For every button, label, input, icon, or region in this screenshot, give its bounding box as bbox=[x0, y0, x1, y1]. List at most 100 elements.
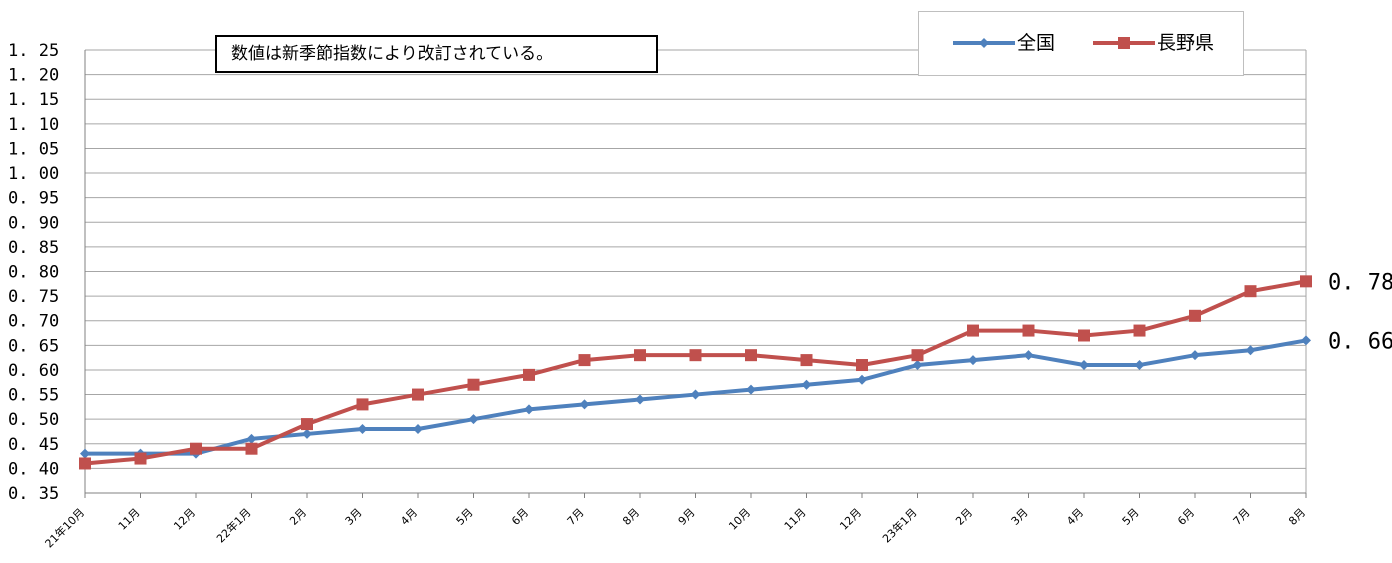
data-point-square bbox=[301, 418, 313, 431]
legend-label-national: 全国 bbox=[1017, 32, 1056, 54]
data-point-square bbox=[1078, 329, 1090, 342]
y-tick-label: 0. 65 bbox=[8, 336, 59, 356]
x-tick-label: 22年1月 bbox=[213, 505, 253, 545]
data-point-diamond bbox=[1079, 360, 1089, 371]
data-point-diamond bbox=[579, 399, 590, 410]
data-point-square bbox=[1022, 324, 1035, 337]
y-tick-label: 0. 80 bbox=[8, 263, 59, 283]
data-point-square bbox=[245, 442, 258, 455]
x-tick-label: 12月 bbox=[171, 506, 198, 533]
y-tick-label: 1. 10 bbox=[8, 115, 59, 135]
data-point-diamond bbox=[635, 394, 645, 405]
series-group bbox=[79, 275, 1312, 470]
data-point-square bbox=[634, 349, 646, 362]
data-point-square bbox=[745, 349, 757, 362]
y-tick-label: 1. 00 bbox=[8, 164, 59, 184]
data-point-diamond bbox=[1134, 360, 1145, 371]
legend: 全国 長野県 bbox=[918, 11, 1244, 76]
x-tick-label: 7月 bbox=[1231, 506, 1253, 528]
data-point-square bbox=[134, 452, 147, 465]
y-tick-label: 1. 20 bbox=[8, 66, 59, 86]
data-point-diamond bbox=[1023, 350, 1034, 361]
x-tick-label: 8月 bbox=[620, 506, 642, 528]
y-tick-label: 0. 40 bbox=[8, 459, 59, 479]
data-point-diamond bbox=[968, 355, 978, 366]
y-tick-label: 0. 50 bbox=[8, 410, 59, 430]
x-tick-label: 7月 bbox=[565, 506, 587, 528]
y-tick-label: 1. 05 bbox=[8, 139, 59, 159]
y-axis: 0. 35 0. 40 0. 45 0. 50 0. 55 0. 60 0. 65 0. 70… bbox=[8, 41, 1307, 504]
x-tick-label: 21年10月 bbox=[42, 505, 87, 550]
x-tick-label: 3月 bbox=[1009, 506, 1031, 528]
data-point-diamond bbox=[857, 374, 867, 385]
x-tick-label: 5月 bbox=[454, 506, 476, 528]
y-tick-label: 0. 35 bbox=[8, 484, 59, 504]
data-point-diamond bbox=[1245, 345, 1256, 356]
data-point-diamond bbox=[357, 424, 368, 435]
x-tick-label: 10月 bbox=[726, 506, 753, 533]
data-point-square bbox=[1189, 309, 1201, 322]
data-point-square bbox=[967, 324, 979, 337]
data-point-square bbox=[689, 349, 702, 362]
x-tick-label: 11月 bbox=[116, 506, 143, 533]
legend-marker-national bbox=[953, 38, 1015, 48]
x-tick-label: 2月 bbox=[287, 506, 309, 528]
data-point-square bbox=[800, 354, 813, 367]
data-point-square bbox=[356, 398, 369, 411]
x-tick-label: 4月 bbox=[398, 506, 420, 528]
data-point-square bbox=[412, 388, 424, 401]
y-tick-label: 0. 55 bbox=[8, 386, 59, 406]
data-point-diamond bbox=[1190, 350, 1200, 361]
y-tick-label: 0. 70 bbox=[8, 312, 59, 332]
data-point-square bbox=[911, 349, 924, 362]
data-point-square bbox=[1133, 324, 1146, 337]
data-point-diamond bbox=[801, 379, 812, 390]
x-tick-label: 2月 bbox=[953, 506, 975, 528]
data-point-diamond bbox=[1301, 335, 1311, 346]
y-tick-label: 1. 15 bbox=[8, 90, 59, 110]
end-labels: 0. 66 0. 78 bbox=[1328, 270, 1392, 354]
data-point-square bbox=[79, 457, 91, 470]
data-point-square bbox=[578, 354, 591, 367]
data-point-diamond bbox=[468, 414, 479, 425]
data-point-square bbox=[467, 378, 480, 391]
x-tick-label: 5月 bbox=[1120, 506, 1142, 528]
data-point-square bbox=[1244, 285, 1257, 298]
data-point-diamond bbox=[80, 448, 90, 459]
x-tick-label: 9月 bbox=[676, 506, 698, 528]
x-tick-label: 11月 bbox=[782, 506, 809, 533]
gridlines bbox=[85, 49, 1306, 494]
y-tick-label: 0. 75 bbox=[8, 287, 59, 307]
data-point-square bbox=[190, 442, 202, 455]
data-point-square bbox=[1300, 275, 1312, 288]
legend-label-nagano: 長野県 bbox=[1157, 32, 1215, 54]
y-tick-label: 0. 95 bbox=[8, 189, 59, 209]
x-tick-label: 4月 bbox=[1064, 506, 1086, 528]
y-tick-label: 1. 25 bbox=[8, 41, 59, 61]
x-tick-label: 12月 bbox=[837, 506, 864, 533]
y-tick-label: 0. 85 bbox=[8, 238, 59, 258]
y-tick-label: 0. 45 bbox=[8, 435, 59, 455]
end-value-label: 0. 78 bbox=[1328, 270, 1392, 295]
x-tick-label: 6月 bbox=[1175, 506, 1197, 528]
end-value-label: 0. 66 bbox=[1328, 329, 1392, 354]
data-point-diamond bbox=[413, 424, 423, 435]
revision-note: 数値は新季節指数により改訂されている。 bbox=[215, 35, 658, 73]
legend-marker-nagano bbox=[1093, 37, 1155, 49]
y-tick-label: 0. 60 bbox=[8, 361, 59, 381]
x-tick-label: 6月 bbox=[509, 506, 531, 528]
data-point-diamond bbox=[302, 428, 312, 439]
data-point-diamond bbox=[524, 404, 534, 415]
y-tick-label: 0. 90 bbox=[8, 213, 59, 233]
x-axis: 21年10月 11月 12月 22年1月 2月 3月 4月 5月 6月 7月 8月 9月 10月 11月 1… bbox=[42, 492, 1308, 550]
data-point-diamond bbox=[746, 384, 756, 395]
x-tick-label: 3月 bbox=[343, 506, 365, 528]
data-point-diamond bbox=[246, 433, 257, 444]
data-point-square bbox=[856, 359, 868, 372]
data-point-diamond bbox=[912, 360, 923, 371]
x-tick-label: 23年1月 bbox=[879, 505, 919, 545]
data-point-square bbox=[523, 368, 535, 381]
x-tick-label: 8月 bbox=[1286, 506, 1308, 528]
data-point-diamond bbox=[690, 389, 701, 400]
